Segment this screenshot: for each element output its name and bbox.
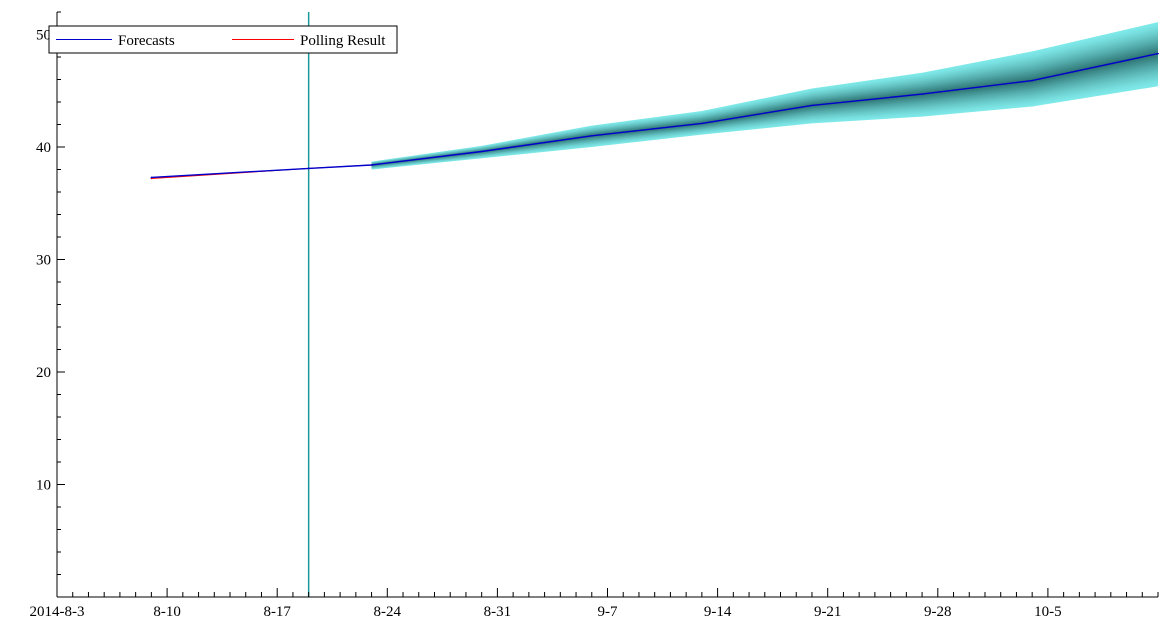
forecast-band [371,22,1159,170]
series-point-forecasts [307,167,310,170]
series-point-forecasts [1031,79,1033,82]
series-point-forecasts [591,135,593,137]
x-tick-label: 8-17 [263,604,291,620]
x-tick-label: 9-28 [924,604,952,620]
series-layer [150,52,1159,180]
series-point-polling-result [150,177,153,180]
y-tick-label: 50 [36,28,51,44]
series-point-forecasts [811,104,813,107]
legend-label-polling-result: Polling Result [300,33,386,49]
x-tick-label: 8-31 [484,604,512,620]
axes: 10 20 30 40 50 2014-8-3 8-10 8-17 8-24 8-31 9-7 9-1… [30,11,1159,620]
y-tick-label: 20 [36,365,51,381]
x-tick-label: 8-24 [374,604,402,620]
legend-label-forecasts: Forecasts [118,33,175,49]
series-point-forecasts [701,122,703,125]
legend: Forecasts Polling Result [48,25,398,54]
y-tick-label: 40 [36,140,51,156]
series-point-forecasts [1157,52,1159,55]
y-tick-label: 10 [36,478,51,494]
forecast-band-layer-11 [371,37,1159,168]
x-tick-label: 8-10 [153,604,181,620]
series-point-forecasts [480,150,483,153]
series-point-forecasts [921,93,923,95]
forecast-band-layer-12 [371,39,1159,167]
series-line-forecasts [151,52,1159,179]
y-tick-label: 30 [36,253,51,269]
series-point-forecasts [150,176,153,179]
x-tick-label: 2014-8-3 [30,604,85,620]
x-tick-label: 9-14 [704,604,732,620]
forecast-band-layer-16 [371,45,1159,167]
x-tick-label: 9-7 [598,604,618,620]
x-tick-label: 10-5 [1034,604,1062,620]
x-tick-label: 9-21 [814,604,842,620]
series-point-forecasts [370,164,373,166]
